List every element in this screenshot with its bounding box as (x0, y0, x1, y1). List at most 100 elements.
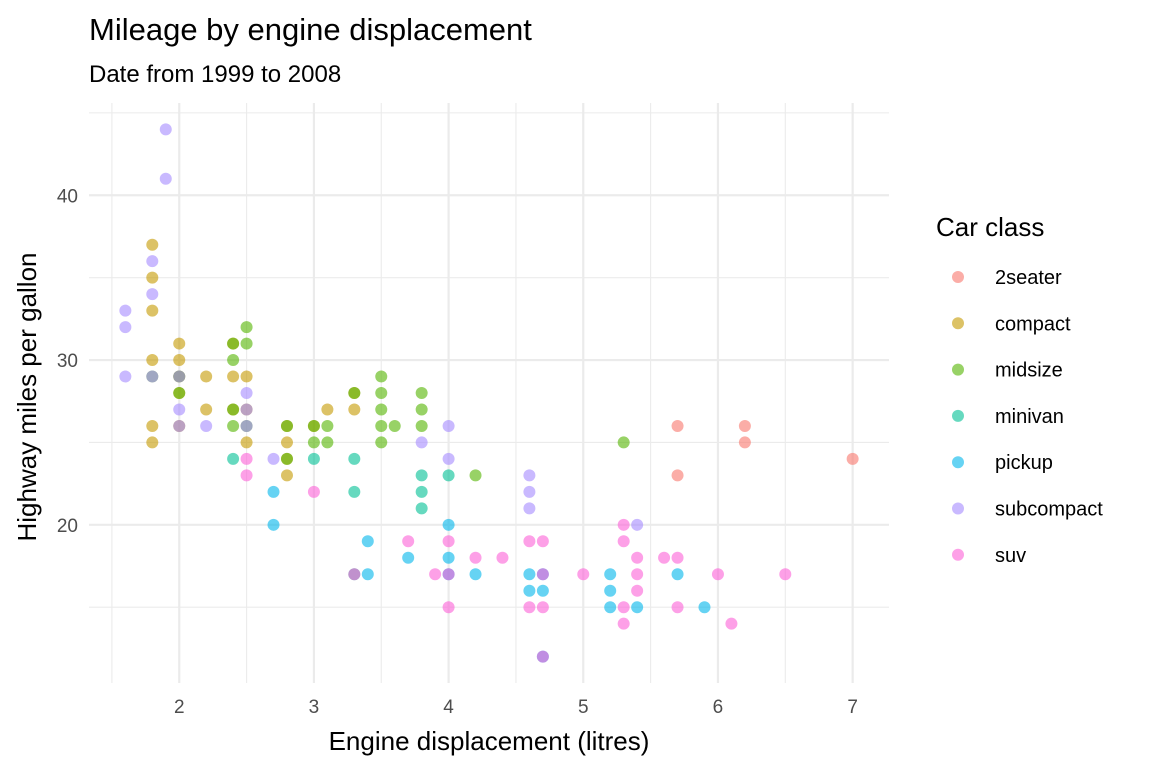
data-point-compact (200, 403, 213, 416)
data-point-midsize (227, 337, 240, 350)
data-point-compact (146, 271, 159, 284)
data-point-pickup (604, 601, 617, 614)
data-point-2seater (671, 419, 684, 432)
y-axis-ticks: 20 30 40 (57, 186, 78, 537)
x-tick-label: 2 (174, 697, 185, 718)
data-point-subcompact (523, 469, 536, 482)
x-tick-label: 3 (309, 697, 320, 718)
data-point-pickup (361, 535, 374, 548)
data-point-suv (631, 551, 644, 564)
data-point-subcompact (173, 419, 186, 432)
data-point-compact (146, 304, 159, 317)
data-point-suv (617, 617, 630, 630)
data-point-suv (348, 568, 361, 581)
data-point-midsize (173, 387, 186, 399)
data-point-midsize (227, 354, 240, 367)
data-point-suv (240, 452, 253, 465)
x-tick-label: 6 (713, 697, 724, 718)
data-point-suv (536, 650, 549, 663)
data-point-minivan (442, 469, 455, 482)
data-point-suv (536, 568, 549, 581)
data-point-compact (146, 419, 159, 432)
data-point-suv (631, 584, 644, 597)
data-point-pickup (523, 584, 536, 597)
data-point-compact (240, 370, 253, 383)
data-point-subcompact (146, 255, 159, 268)
data-point-midsize (375, 403, 388, 416)
legend-key-minivan (952, 409, 964, 422)
data-point-suv (617, 518, 630, 531)
data-point-subcompact (523, 485, 536, 498)
data-point-midsize (375, 436, 388, 449)
data-point-suv (577, 568, 590, 581)
data-point-2seater (738, 419, 751, 432)
data-point-compact (200, 370, 213, 383)
data-point-minivan (227, 452, 240, 465)
data-point-midsize (415, 403, 428, 416)
data-point-minivan (415, 469, 428, 482)
data-point-midsize (227, 403, 240, 416)
data-point-pickup (361, 568, 374, 581)
data-point-suv (725, 617, 738, 630)
data-point-suv (442, 535, 455, 548)
data-point-compact (227, 370, 240, 383)
data-point-suv (536, 535, 549, 548)
data-point-minivan (415, 502, 428, 515)
legend-label-subcompact: subcompact (995, 499, 1103, 521)
data-point-suv (523, 601, 536, 614)
data-point-subcompact (240, 419, 253, 432)
data-point-midsize (240, 321, 253, 334)
data-point-compact (280, 469, 293, 482)
y-tick-label: 30 (57, 351, 78, 372)
data-point-midsize (280, 419, 293, 432)
x-axis-title: Engine displacement (litres) (329, 726, 650, 756)
y-tick-label: 20 (57, 516, 78, 537)
data-point-suv (671, 551, 684, 564)
data-point-subcompact (173, 403, 186, 416)
data-point-midsize (227, 419, 240, 432)
data-point-pickup (631, 601, 644, 614)
x-tick-label: 7 (847, 697, 858, 718)
data-point-compact (321, 403, 334, 416)
data-point-compact (173, 337, 186, 350)
data-point-subcompact (240, 403, 253, 416)
data-point-subcompact (119, 370, 132, 383)
data-point-suv (536, 601, 549, 614)
data-point-midsize (388, 419, 401, 432)
x-axis-ticks: 2 3 4 5 6 7 (174, 697, 858, 718)
legend-key-midsize (952, 363, 964, 376)
data-point-suv (469, 551, 482, 564)
data-point-pickup (523, 568, 536, 581)
data-point-midsize (375, 370, 388, 383)
data-point-subcompact (173, 370, 186, 383)
data-point-subcompact (146, 370, 159, 383)
data-point-minivan (415, 485, 428, 498)
data-point-subcompact (442, 452, 455, 465)
legend-label-suv: suv (995, 545, 1026, 567)
data-point-subcompact (159, 123, 172, 136)
data-point-pickup (267, 518, 280, 531)
data-point-subcompact (415, 436, 428, 449)
data-point-subcompact (631, 518, 644, 531)
data-point-midsize (415, 387, 428, 399)
data-point-2seater (846, 452, 859, 465)
data-point-minivan (348, 485, 361, 498)
data-point-midsize (375, 419, 388, 432)
legend-key-compact (952, 317, 964, 330)
data-point-suv (496, 551, 509, 564)
data-point-suv (523, 535, 536, 548)
data-point-subcompact (119, 321, 132, 334)
data-point-2seater (671, 469, 684, 482)
data-point-compact (240, 436, 253, 449)
data-point-pickup (671, 568, 684, 581)
legend-title: Car class (936, 212, 1044, 242)
y-tick-label: 40 (57, 186, 78, 207)
data-point-pickup (536, 584, 549, 597)
data-point-midsize (240, 337, 253, 350)
data-point-subcompact (200, 419, 213, 432)
chart-subtitle: Date from 1999 to 2008 (89, 61, 341, 88)
x-tick-label: 4 (443, 697, 454, 718)
data-point-compact (280, 436, 293, 449)
data-point-midsize (321, 436, 334, 449)
data-point-suv (779, 568, 792, 581)
